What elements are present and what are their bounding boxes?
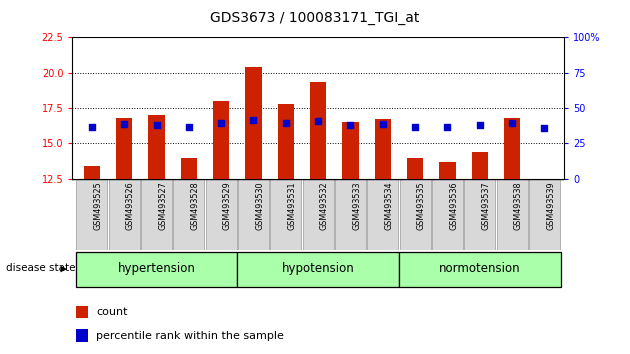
Point bbox=[216, 120, 226, 126]
Point bbox=[410, 124, 420, 130]
Text: percentile rank within the sample: percentile rank within the sample bbox=[96, 331, 284, 341]
Point bbox=[119, 121, 129, 126]
Point bbox=[345, 122, 355, 128]
Text: GSM493535: GSM493535 bbox=[417, 182, 426, 230]
Bar bbox=[116, 118, 132, 179]
Bar bbox=[76, 306, 88, 318]
Bar bbox=[399, 251, 561, 287]
Bar bbox=[238, 251, 399, 287]
Bar bbox=[342, 122, 358, 179]
Bar bbox=[375, 119, 391, 179]
Bar bbox=[407, 158, 423, 179]
Text: GSM493537: GSM493537 bbox=[481, 182, 490, 230]
Point bbox=[442, 124, 452, 130]
Bar bbox=[270, 179, 301, 250]
Bar bbox=[213, 101, 229, 179]
Text: GSM493533: GSM493533 bbox=[352, 182, 361, 230]
Text: GSM493530: GSM493530 bbox=[255, 182, 264, 230]
Text: GSM493529: GSM493529 bbox=[223, 182, 232, 230]
Text: GSM493536: GSM493536 bbox=[449, 182, 458, 230]
Bar bbox=[367, 179, 398, 250]
Bar bbox=[149, 115, 164, 179]
Point bbox=[184, 124, 194, 130]
Bar bbox=[439, 162, 455, 179]
Text: hypertension: hypertension bbox=[118, 262, 195, 275]
Text: GDS3673 / 100083171_TGI_at: GDS3673 / 100083171_TGI_at bbox=[210, 11, 420, 25]
Point bbox=[507, 120, 517, 126]
Text: hypotension: hypotension bbox=[282, 262, 355, 275]
Text: GSM493539: GSM493539 bbox=[546, 182, 555, 230]
Text: GSM493538: GSM493538 bbox=[513, 182, 523, 230]
Text: disease state: disease state bbox=[6, 263, 76, 273]
Bar bbox=[302, 179, 334, 250]
Text: GSM493528: GSM493528 bbox=[190, 182, 200, 230]
Bar bbox=[108, 179, 140, 250]
Text: GSM493532: GSM493532 bbox=[320, 182, 329, 230]
Bar bbox=[529, 179, 560, 250]
Point bbox=[281, 120, 291, 126]
Bar bbox=[335, 179, 366, 250]
Bar bbox=[205, 179, 237, 250]
Bar bbox=[504, 118, 520, 179]
Bar bbox=[76, 251, 238, 287]
Bar bbox=[173, 179, 204, 250]
Bar bbox=[181, 158, 197, 179]
Point bbox=[87, 124, 97, 130]
Bar bbox=[278, 104, 294, 179]
Text: GSM493527: GSM493527 bbox=[158, 182, 167, 230]
Text: GSM493534: GSM493534 bbox=[384, 182, 393, 230]
Point bbox=[248, 117, 258, 123]
Bar bbox=[399, 179, 431, 250]
Bar bbox=[84, 166, 100, 179]
Point bbox=[151, 122, 161, 128]
Point bbox=[475, 122, 485, 128]
Text: GSM493526: GSM493526 bbox=[126, 182, 135, 230]
Bar bbox=[496, 179, 528, 250]
Point bbox=[378, 121, 388, 126]
Bar bbox=[76, 179, 107, 250]
Bar bbox=[464, 179, 495, 250]
Bar bbox=[472, 152, 488, 179]
Point bbox=[313, 118, 323, 124]
Bar bbox=[310, 82, 326, 179]
Text: GSM493525: GSM493525 bbox=[93, 182, 103, 230]
Bar bbox=[246, 67, 261, 179]
Bar bbox=[238, 179, 269, 250]
Text: count: count bbox=[96, 307, 127, 317]
Text: GSM493531: GSM493531 bbox=[287, 182, 297, 230]
Bar bbox=[76, 330, 88, 342]
Bar bbox=[432, 179, 463, 250]
Bar bbox=[141, 179, 172, 250]
Point bbox=[539, 125, 549, 131]
Text: normotension: normotension bbox=[439, 262, 520, 275]
